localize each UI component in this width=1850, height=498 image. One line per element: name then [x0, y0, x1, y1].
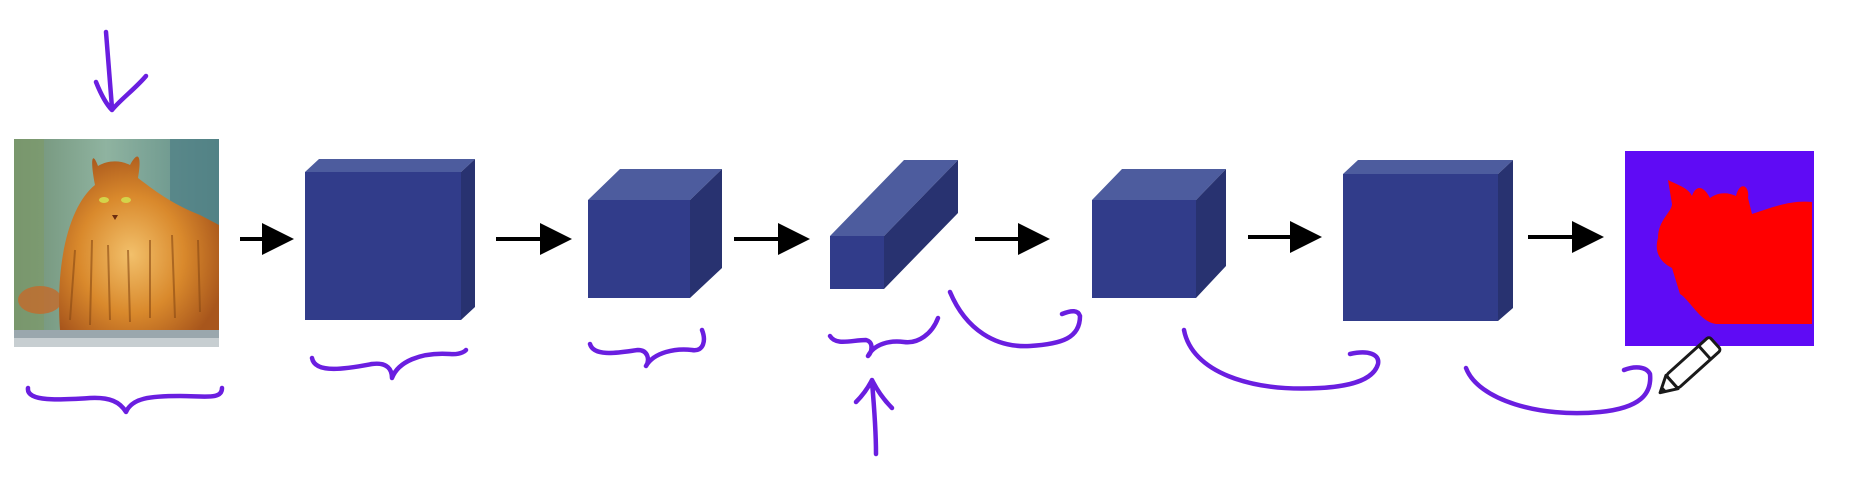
annotation-curve-1	[947, 289, 1083, 349]
pencil-icon	[1658, 336, 1722, 395]
annotation-curve-2	[1181, 327, 1381, 391]
decoder-volume-1	[1092, 169, 1226, 298]
annotation-brace-volume-1	[309, 347, 469, 381]
annotation-curve-3	[1463, 365, 1653, 416]
bottleneck-volume	[830, 160, 958, 289]
annotation-up-arrow	[853, 377, 895, 457]
flow-arrows	[240, 221, 1604, 255]
annotation-brace-volume-2	[587, 327, 707, 369]
input-cat-photo	[14, 139, 219, 347]
annotation-down-arrow	[93, 29, 149, 113]
handwritten-annotations	[25, 29, 1653, 457]
encoder-volume-1	[305, 159, 475, 320]
encoder-volume-2	[588, 169, 722, 298]
annotation-brace-bottleneck	[827, 315, 941, 359]
annotation-brace-input	[25, 385, 225, 415]
decoder-volume-2	[1343, 160, 1513, 321]
output-segmentation-mask	[1625, 151, 1814, 346]
